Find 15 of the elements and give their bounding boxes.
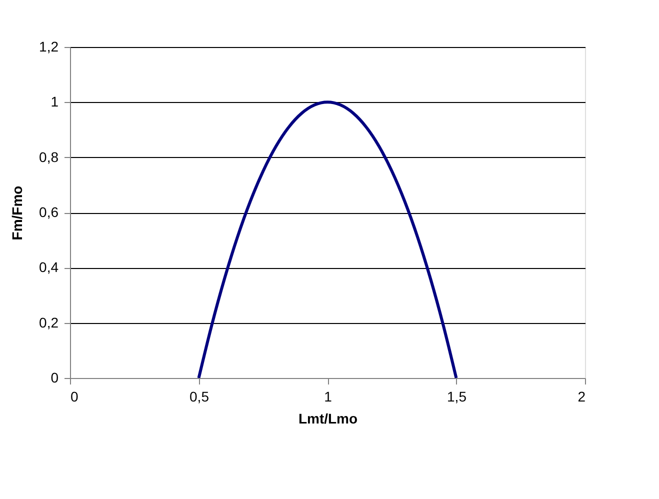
y-tick-label: 0,2: [39, 314, 59, 330]
y-tick-label: 0,6: [39, 204, 59, 220]
y-tick-label: 0,4: [39, 259, 59, 276]
y-tick-label: 0: [50, 370, 59, 386]
x-tick-label: 2: [578, 388, 586, 404]
y-axis-title: Fm/Fmo: [9, 186, 26, 240]
line-series: [197, 100, 458, 378]
x-axis-title: Lmt/Lmo: [298, 410, 358, 426]
x-tick-label: 0,5: [190, 388, 210, 404]
y-tick-label: 1,2: [39, 38, 59, 54]
x-tick-label: 0: [70, 388, 78, 404]
x-tick-label: 1: [324, 388, 332, 404]
y-tick-label: 1: [50, 94, 59, 110]
y-tick-label: 0,8: [39, 148, 59, 165]
x-tick-label: 1,5: [447, 388, 467, 404]
